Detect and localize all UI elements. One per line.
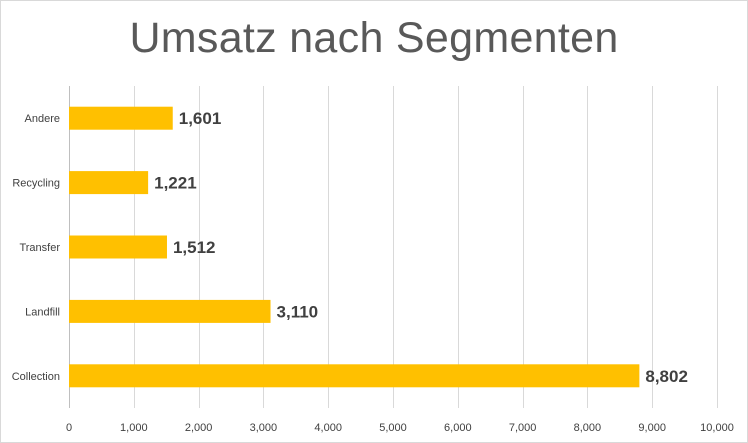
category-label: Collection	[12, 371, 60, 383]
x-tick-label: 0	[66, 422, 72, 434]
x-tick-label: 6,000	[444, 422, 472, 434]
category-labels: Andere Recycling Transfer Landfill Collectio…	[12, 113, 61, 383]
x-tick-label: 8,000	[574, 422, 602, 434]
x-tick-label: 2,000	[185, 422, 213, 434]
bar-andere	[69, 106, 173, 130]
data-labels: 1,601 1,221 1,512 3,110 8,802	[154, 109, 688, 386]
category-label: Landfill	[25, 306, 60, 318]
x-tick-label: 5,000	[379, 422, 407, 434]
category-label: Recycling	[12, 178, 60, 190]
x-tick-label: 4,000	[314, 422, 342, 434]
x-tick-label: 1,000	[120, 422, 148, 434]
x-tick-label: 9,000	[638, 422, 666, 434]
bar-collection	[69, 364, 640, 388]
x-tick-labels: 0 1,000 2,000 3,000 4,000 5,000 6,000 7,000 8,00…	[66, 422, 734, 434]
data-label: 8,802	[645, 367, 688, 386]
data-label: 3,110	[277, 302, 319, 321]
data-label: 1,601	[179, 109, 222, 128]
data-label: 1,221	[154, 174, 197, 193]
category-label: Transfer	[19, 242, 60, 254]
x-tick-label: 3,000	[250, 422, 278, 434]
data-label: 1,512	[173, 238, 216, 257]
gridlines	[69, 86, 718, 408]
bar-landfill	[69, 299, 271, 323]
bar-transfer	[69, 235, 167, 259]
bar-recycling	[69, 171, 149, 195]
bars	[69, 106, 640, 388]
chart-title: Umsatz nach Segmenten	[129, 14, 619, 62]
x-tick-label: 7,000	[509, 422, 537, 434]
x-tick-label: 10,000	[700, 422, 734, 434]
category-label: Andere	[25, 113, 60, 125]
